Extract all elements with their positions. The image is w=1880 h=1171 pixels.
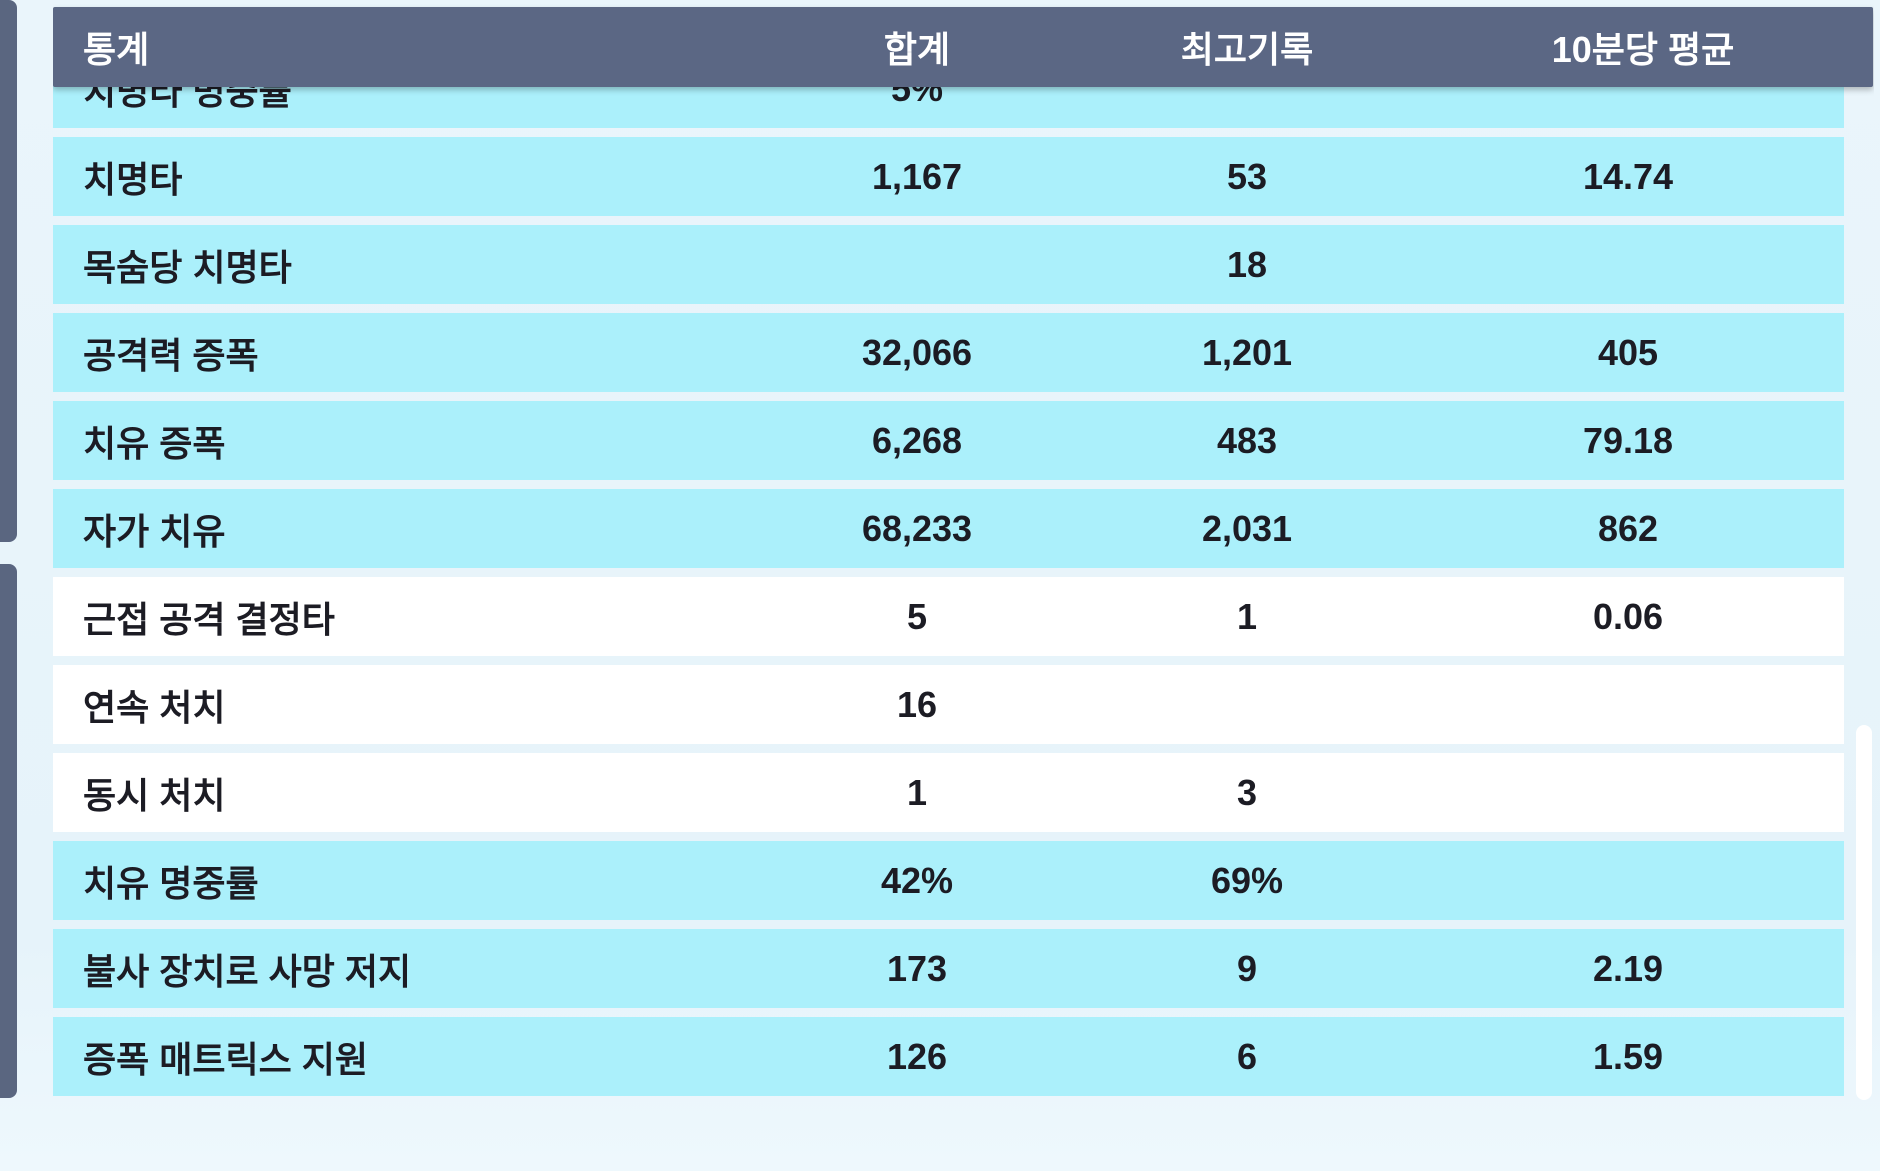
- table-row: 치유 증폭 6,268 483 79.18: [53, 401, 1844, 480]
- stat-value: 0.06: [1592, 595, 1664, 637]
- stat-name: 불사 장치로 사망 저지: [83, 950, 412, 992]
- stat-value: 16: [896, 683, 938, 725]
- stat-name: 자가 치유: [83, 510, 226, 552]
- stat-value: 53: [1226, 155, 1268, 197]
- header-cell: 통계: [83, 29, 150, 70]
- table-row: 공격력 증폭 32,066 1,201 405: [53, 313, 1844, 392]
- stat-value: 2,031: [1201, 507, 1293, 549]
- stat-value: 9: [1236, 947, 1258, 989]
- header-cell: 10분당 평균: [1551, 29, 1735, 70]
- scrollbar[interactable]: [1856, 725, 1872, 1100]
- stat-name: 목숨당 치명타: [83, 246, 292, 288]
- stat-value: 3: [1236, 771, 1258, 813]
- table-row: 자가 치유 68,233 2,031 862: [53, 489, 1844, 568]
- header-cell: 최고기록: [1180, 29, 1314, 70]
- stat-value: 6: [1236, 1035, 1258, 1077]
- stat-name: 동시 처치: [83, 774, 226, 816]
- table-row: 연속 처치 16: [53, 665, 1844, 744]
- stat-value: 1.59: [1592, 1035, 1664, 1077]
- stat-name: 공격력 증폭: [83, 334, 259, 376]
- stat-value: 1: [1236, 595, 1258, 637]
- stat-value: 2.19: [1592, 947, 1664, 989]
- table-row: 동시 처치 1 3: [53, 753, 1844, 832]
- stat-value: 79.18: [1582, 419, 1674, 461]
- stat-name: 연속 처치: [83, 686, 226, 728]
- stat-value: 5: [906, 595, 928, 637]
- stat-name: 치유 증폭: [83, 422, 226, 464]
- stat-value: 1: [906, 771, 928, 813]
- stat-name: 치명타: [83, 158, 183, 200]
- stat-value: 126: [886, 1035, 948, 1077]
- stat-name: 근접 공격 결정타: [83, 598, 335, 640]
- table-header: 통계 합계 최고기록 10분당 평균: [53, 7, 1873, 87]
- stat-value: 405: [1597, 331, 1659, 373]
- table-row: 증폭 매트릭스 지원 126 6 1.59: [53, 1017, 1844, 1096]
- stat-value: 1,201: [1201, 331, 1293, 373]
- stat-value: 1,167: [871, 155, 963, 197]
- header-cell: 합계: [883, 29, 951, 70]
- stat-value: 173: [886, 947, 948, 989]
- stat-name: 치유 명중률: [83, 862, 259, 904]
- table-row: 불사 장치로 사망 저지 173 9 2.19: [53, 929, 1844, 1008]
- stat-name: 증폭 매트릭스 지원: [83, 1038, 368, 1080]
- table-row: 목숨당 치명타 18: [53, 225, 1844, 304]
- stat-value: 6,268: [871, 419, 963, 461]
- stat-value: 862: [1597, 507, 1659, 549]
- table-row: 근접 공격 결정타 5 1 0.06: [53, 577, 1844, 656]
- stat-value: 42%: [880, 859, 954, 901]
- stat-value: 14.74: [1582, 155, 1674, 197]
- stat-value: 18: [1226, 243, 1268, 285]
- side-panel: [0, 564, 17, 1098]
- table-row: 치유 명중률 42% 69%: [53, 841, 1844, 920]
- table-row: 치명타 1,167 53 14.74: [53, 137, 1844, 216]
- stat-value: 68,233: [861, 507, 973, 549]
- side-panel: [0, 0, 17, 542]
- stat-value: 483: [1216, 419, 1278, 461]
- stats-table: 통계 합계 최고기록 10분당 평균 치명타 명중률 5% 치명타 1,167 53 14.74…: [53, 0, 1874, 1120]
- stat-value: 32,066: [861, 331, 973, 373]
- stat-value: 69%: [1210, 859, 1284, 901]
